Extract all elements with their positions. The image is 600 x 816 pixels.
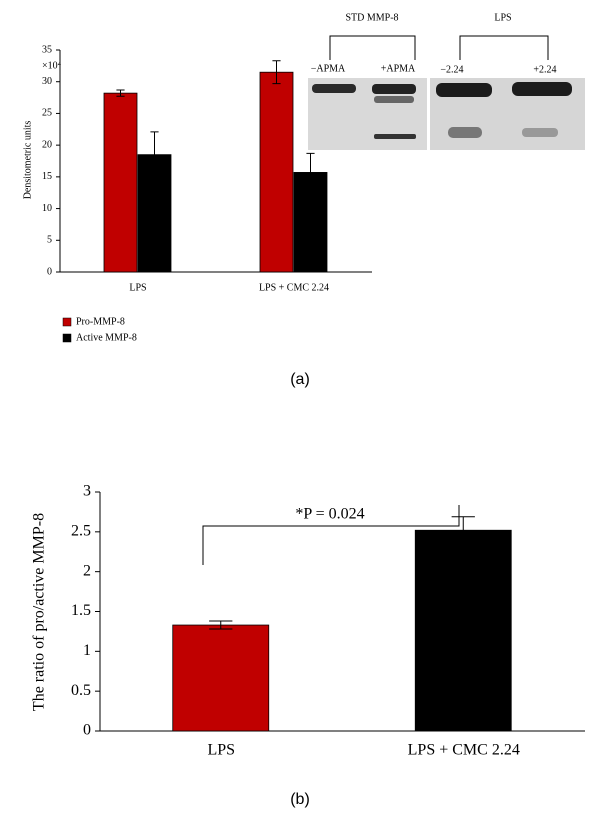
panel-label: (b) (290, 791, 310, 808)
group-label: STD MMP-8 (345, 12, 398, 23)
y-axis-label: Densitometric units (22, 121, 33, 200)
group-label: LPS (494, 12, 511, 23)
y-multiplier: ×10⁴ (42, 60, 62, 71)
group-bracket (459, 35, 549, 60)
bar (259, 71, 294, 273)
y-tick-label: 1.5 (71, 602, 91, 619)
bar (414, 529, 512, 732)
significance-bracket (202, 505, 460, 565)
legend-label: Active MMP-8 (76, 332, 137, 343)
bar (172, 624, 270, 732)
y-tick-label: 25 (42, 108, 52, 119)
error-bar (209, 620, 233, 630)
x-tick-label: LPS + CMC 2.24 (259, 282, 329, 293)
y-tick-label: 5 (47, 235, 52, 246)
y-axis-label: The ratio of pro/active MMP-8 (31, 513, 48, 711)
y-tick-label: 30 (42, 76, 52, 87)
error-bar (306, 152, 315, 192)
x-tick-label: LPS (207, 742, 235, 759)
y-tick-label: 0 (47, 266, 52, 277)
bar (103, 92, 138, 273)
lane-label: −APMA (311, 63, 346, 74)
y-tick-label: 1 (83, 642, 91, 659)
x-tick-label: LPS (129, 282, 146, 293)
lane-label: +2.24 (533, 64, 556, 75)
y-tick-label: 10 (42, 203, 52, 214)
y-tick-label: 0 (83, 722, 91, 739)
y-tick-label: 0.5 (71, 682, 91, 699)
panel-label: (a) (290, 371, 310, 388)
y-tick-label: 2.5 (71, 523, 91, 540)
group-bracket (329, 35, 416, 60)
y-tick-label: 35 (42, 44, 52, 55)
blot-image (308, 78, 585, 150)
error-bar (272, 60, 281, 85)
legend-label: Pro-MMP-8 (76, 316, 125, 327)
error-bar (116, 89, 125, 97)
error-bar (451, 516, 475, 545)
annotation: *P = 0.024 (295, 506, 364, 523)
lane-label: −2.24 (440, 64, 463, 75)
legend-swatch (62, 333, 72, 343)
y-tick-label: 2 (83, 562, 91, 579)
legend-swatch (62, 317, 72, 327)
y-tick-label: 20 (42, 139, 52, 150)
x-tick-label: LPS + CMC 2.24 (408, 742, 520, 759)
y-tick-label: 3 (83, 483, 91, 500)
lane-label: +APMA (381, 63, 416, 74)
error-bar (150, 131, 159, 178)
y-tick-label: 15 (42, 171, 52, 182)
